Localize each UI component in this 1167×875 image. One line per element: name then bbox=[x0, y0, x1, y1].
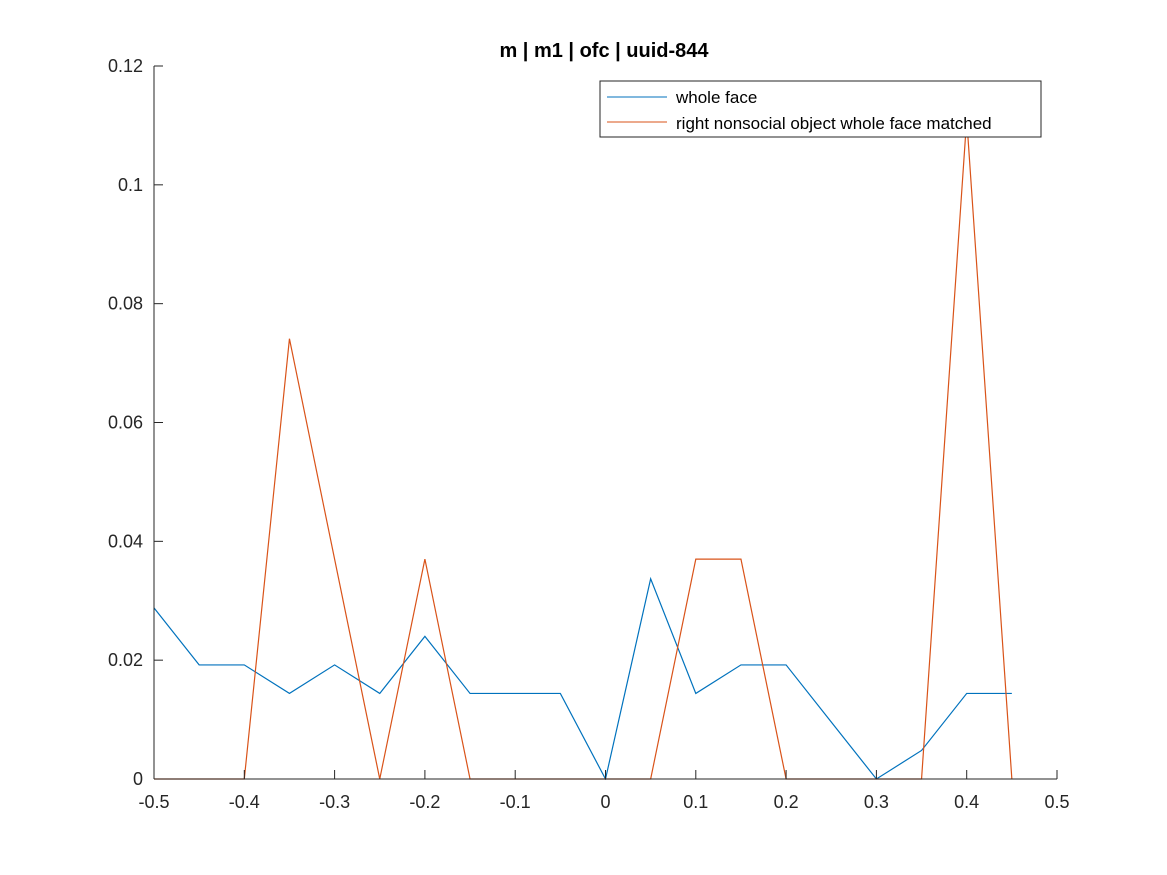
x-tick-label: 0.1 bbox=[683, 792, 708, 812]
x-tick-label: 0 bbox=[600, 792, 610, 812]
y-tick-label: 0.06 bbox=[108, 413, 143, 433]
x-tick-label: -0.3 bbox=[319, 792, 350, 812]
y-tick-label: 0.04 bbox=[108, 531, 143, 551]
plot-area: -0.5 -0.4 -0.3 -0.2 -0.1 0 0.1 0.2 0.3 0.4 0.5 0 0.… bbox=[108, 56, 1070, 812]
x-tick-label: 0.2 bbox=[774, 792, 799, 812]
x-axis-ticks: -0.5 -0.4 -0.3 -0.2 -0.1 0 0.1 0.2 0.3 0.4 0.5 bbox=[138, 770, 1070, 812]
y-tick-label: 0.1 bbox=[118, 175, 143, 195]
legend-label-whole-face: whole face bbox=[675, 88, 757, 107]
y-axis-ticks: 0 0.02 0.04 0.06 0.08 0.1 0.12 bbox=[108, 56, 163, 789]
x-tick-label: -0.4 bbox=[229, 792, 260, 812]
y-tick-label: 0.02 bbox=[108, 650, 143, 670]
legend-box bbox=[599, 80, 1042, 138]
chart-title: m | m1 | ofc | uuid-844 bbox=[499, 40, 709, 62]
x-tick-label: -0.1 bbox=[500, 792, 531, 812]
x-tick-label: 0.5 bbox=[1044, 792, 1069, 812]
x-tick-label: -0.2 bbox=[409, 792, 440, 812]
y-tick-label: 0.08 bbox=[108, 294, 143, 314]
x-tick-label: 0.4 bbox=[954, 792, 979, 812]
y-tick-label: 0.12 bbox=[108, 56, 143, 76]
y-tick-label: 0 bbox=[133, 769, 143, 789]
legend-label-right-nonsocial-object: right nonsocial object whole face matche… bbox=[676, 114, 992, 133]
legend: whole face right nonsocial object whole … bbox=[599, 80, 1042, 138]
x-tick-label: -0.5 bbox=[138, 792, 169, 812]
x-tick-label: 0.3 bbox=[864, 792, 889, 812]
series-line-0 bbox=[154, 576, 1012, 780]
